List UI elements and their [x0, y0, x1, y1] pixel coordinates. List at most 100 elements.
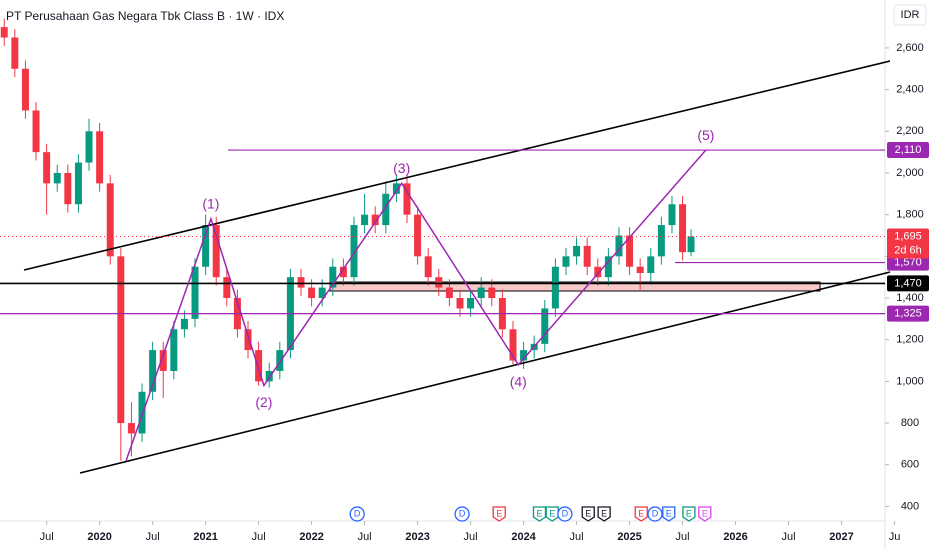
candle-body [414, 214, 422, 257]
candle-body [202, 225, 210, 267]
candle-body [350, 225, 358, 278]
event-icon[interactable] [532, 506, 547, 522]
price-tag [887, 142, 929, 159]
event-icon[interactable] [581, 506, 595, 522]
event-label[interactable]: E [702, 508, 708, 518]
currency[interactable]: IDR [901, 9, 920, 21]
event-icon[interactable] [557, 506, 573, 522]
candle-body [53, 172, 61, 184]
candle-body [0, 27, 8, 38]
x-tick-label: 2021 [193, 531, 217, 543]
x-tick-label: Jul [782, 531, 796, 543]
y-tick-label: 1,400 [896, 292, 924, 304]
price-tag-label: 2,110 [895, 144, 922, 156]
x-tick-label: Jul [358, 531, 372, 543]
wave-label: (2) [255, 394, 272, 410]
channel-upper [23, 60, 891, 271]
x-tick-label: Jul [146, 531, 160, 543]
candle-body [159, 350, 167, 371]
candle-body [297, 277, 305, 288]
candle-body [244, 329, 252, 351]
y-tick-label: 2,000 [896, 167, 924, 179]
candle-body [647, 256, 655, 274]
event-label[interactable]: D [354, 508, 361, 518]
channel-lower [79, 271, 891, 474]
event-label[interactable]: E [536, 508, 542, 518]
wave-label: (4) [510, 373, 527, 389]
candle-body [223, 277, 231, 299]
candle-body [509, 329, 517, 361]
y-tick-label: 600 [901, 459, 919, 471]
event-icon[interactable] [492, 506, 506, 522]
price-tag [887, 254, 929, 271]
event-label[interactable]: E [686, 508, 692, 518]
event-label[interactable]: D [652, 508, 659, 518]
x-tick-label: Jul [676, 531, 690, 543]
event-icon[interactable] [597, 506, 611, 522]
candle-body [668, 204, 676, 226]
price-tag-label: 1,470 [894, 277, 922, 289]
chart-title: PT Perusahaan Gas Negara Tbk Class B · 1… [6, 9, 284, 23]
drawing-layer: (1) (2) (3) (4) (5) [0, 60, 891, 474]
countdown: 2d 6h [894, 244, 922, 256]
candle-body [212, 225, 220, 278]
y-tick-label: 1,800 [896, 209, 924, 221]
x-tick-label: 2022 [299, 531, 323, 543]
wave-label: (3) [393, 160, 410, 176]
event-label[interactable]: E [496, 508, 502, 518]
event-label[interactable]: E [601, 508, 607, 518]
candle-body [339, 266, 347, 278]
candle-body [21, 68, 29, 111]
candle-body [43, 152, 51, 184]
y-tick-label: 400 [901, 500, 919, 512]
candle-body [435, 277, 443, 288]
candle-body [445, 287, 453, 299]
event-icon[interactable] [454, 506, 470, 522]
event-icon[interactable] [349, 506, 365, 522]
event-icon[interactable] [545, 506, 559, 522]
x-tick-label: Jul [570, 531, 584, 543]
candle-body [520, 350, 528, 361]
event-icon[interactable] [647, 506, 663, 522]
candle-body [583, 245, 591, 267]
y-tick-label: 2,400 [896, 84, 924, 96]
candle-body [488, 287, 496, 299]
event-label[interactable]: E [549, 508, 555, 518]
candle-body [276, 350, 284, 371]
candle-body [191, 266, 199, 319]
x-tick-label: Ju [889, 531, 901, 543]
candle-body [382, 193, 390, 226]
currency-box[interactable] [893, 4, 927, 26]
x-tick-label: 2024 [511, 531, 536, 543]
candle-body [255, 350, 263, 382]
y-tick-label: 1,000 [896, 375, 924, 387]
candle-body [180, 318, 188, 330]
candle-body [687, 236, 695, 253]
candle-body [657, 225, 665, 257]
candle-body [138, 391, 146, 434]
event-icon[interactable] [634, 506, 648, 522]
candle-body [392, 183, 400, 194]
x-tick-label: 2027 [829, 531, 853, 543]
event-icon[interactable] [698, 506, 712, 522]
event-label[interactable]: E [666, 508, 672, 518]
candle-body [615, 235, 623, 257]
candle-body [74, 162, 82, 205]
x-tick-label: 2023 [405, 531, 429, 543]
candle-body [456, 298, 464, 309]
candle-body [11, 37, 19, 69]
event-label[interactable]: D [459, 508, 466, 518]
candle-body [85, 131, 93, 163]
candle-body [467, 298, 475, 309]
event-label[interactable]: D [562, 508, 569, 518]
event-icon[interactable] [682, 506, 696, 522]
x-tick-label: Jul [40, 531, 54, 543]
candle-body [318, 287, 326, 299]
price-tag-label: 1,570 [894, 256, 922, 268]
y-tick-label: 2,200 [896, 125, 924, 137]
candle-body [64, 172, 72, 205]
event-label[interactable]: E [638, 508, 644, 518]
event-icon[interactable] [662, 506, 676, 522]
x-tick-label: Jul [252, 531, 266, 543]
event-label[interactable]: E [585, 508, 591, 518]
